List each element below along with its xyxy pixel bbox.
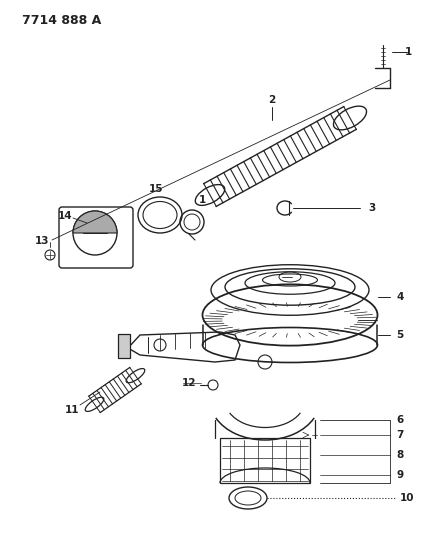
Text: 14: 14 [58, 211, 72, 221]
Text: 10: 10 [400, 493, 414, 503]
Text: 13: 13 [35, 236, 49, 246]
Text: 2: 2 [268, 95, 276, 105]
Text: 1: 1 [404, 47, 412, 57]
Text: 6: 6 [396, 415, 404, 425]
Text: 9: 9 [396, 470, 404, 480]
Text: 5: 5 [396, 330, 404, 340]
Text: 7714 888 A: 7714 888 A [22, 14, 101, 27]
Text: 4: 4 [396, 292, 404, 302]
Bar [220, 438, 310, 483]
Text: 3: 3 [369, 203, 376, 213]
Wedge shape [73, 211, 117, 233]
Text: 8: 8 [396, 450, 404, 460]
Text: 1: 1 [198, 195, 205, 205]
Text: 12: 12 [182, 378, 196, 388]
Text: 11: 11 [65, 405, 79, 415]
Text: 15: 15 [149, 184, 163, 194]
Text: 7: 7 [396, 430, 404, 440]
Bar [118, 334, 130, 358]
